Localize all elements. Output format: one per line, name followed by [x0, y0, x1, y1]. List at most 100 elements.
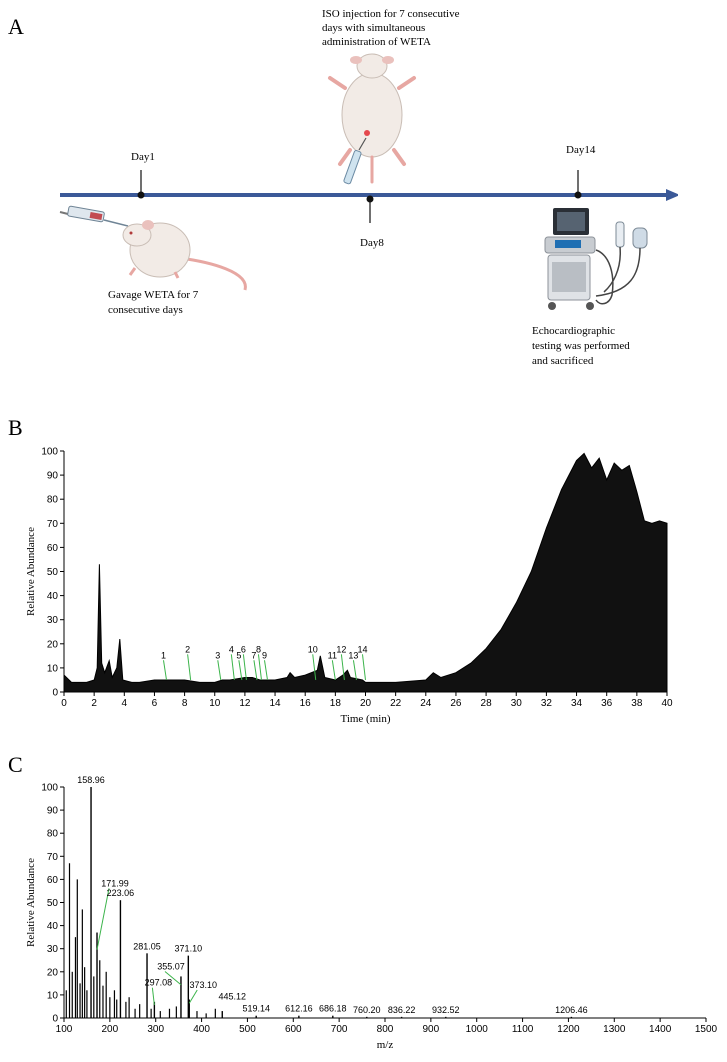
b-x-tick-label: 4	[122, 698, 128, 709]
b-y-tick-label: 40	[47, 591, 59, 602]
b-y-tick-label: 10	[47, 663, 59, 674]
c-x-tick-label: 1100	[512, 1024, 534, 1035]
spectrum-peak-label: 932.52	[432, 1005, 460, 1015]
spectrum-peak-label: 371.10	[175, 944, 203, 954]
b-y-tick-label: 70	[47, 519, 59, 530]
mouse-icon	[122, 220, 247, 291]
day1-label: Day1	[131, 151, 155, 163]
mass-spectrum-chart: 100 200 300 400 500 600 700 800 900 1000 1100 1200 1…	[25, 775, 718, 1051]
spectrum-peak-label: 171.99	[101, 878, 129, 888]
ultrasound-machine-icon	[544, 208, 648, 310]
peak-leader-line	[312, 654, 317, 681]
b-y-tick-label: 80	[47, 495, 59, 506]
spectrum-peak-label: 612.16	[285, 1004, 313, 1014]
spectrum-peak-label: 281.05	[133, 941, 161, 951]
peak-label: 14	[357, 644, 367, 654]
day14-marker	[574, 191, 582, 199]
spectrum-peak-label: 355.07	[157, 961, 185, 971]
b-x-tick-label: 8	[182, 698, 188, 709]
peak-label: 1	[161, 650, 166, 660]
c-y-tick-label: 80	[47, 829, 59, 840]
c-y-tick-label: 90	[47, 806, 59, 817]
b-x-tick-label: 28	[481, 698, 493, 709]
c-x-tick-label: 100	[56, 1024, 73, 1035]
day8-marker	[366, 195, 374, 203]
c-x-tick-label: 600	[285, 1024, 302, 1035]
c-x-tick-label: 1400	[649, 1024, 672, 1035]
peak-label: 2	[185, 644, 190, 654]
c-x-tick-label: 1200	[557, 1024, 580, 1035]
spectrum-peak-label: 686.18	[319, 1004, 347, 1014]
b-x-tick-label: 22	[390, 698, 402, 709]
peak-label: 5	[236, 650, 241, 660]
spectrum-peak-label: 760.20	[353, 1005, 381, 1015]
iso-caption: ISO injection for 7 consecutive days wit…	[322, 8, 462, 48]
c-y-tick-label: 10	[47, 990, 59, 1001]
spectrum-peak-label: 158.96	[77, 775, 105, 785]
peak-label: 12	[336, 644, 346, 654]
peak-label: 6	[241, 644, 246, 654]
peak-leader-line	[257, 654, 262, 681]
gavage-syringe-icon	[59, 205, 129, 227]
b-x-tick-label: 32	[541, 698, 553, 709]
c-x-tick-label: 1300	[603, 1024, 626, 1035]
panel-a-letter: A	[8, 14, 24, 39]
chromatogram-trace	[63, 452, 668, 693]
peak-leader-line	[187, 654, 192, 681]
panel-b-letter: B	[8, 415, 23, 440]
peak-leader-line	[242, 654, 247, 681]
b-x-tick-label: 24	[420, 698, 432, 709]
b-x-tick-label: 36	[601, 698, 613, 709]
spectrum-peak-label: 1206.46	[555, 1005, 588, 1015]
peak-label: 9	[262, 650, 267, 660]
b-y-tick-label: 30	[47, 615, 59, 626]
peak-leader-line	[340, 654, 345, 681]
c-y-tick-label: 20	[47, 967, 59, 978]
b-y-tick-label: 0	[52, 688, 58, 699]
supine-mouse-icon	[328, 53, 416, 185]
b-y-tick-label: 100	[41, 447, 58, 458]
c-x-tick-label: 700	[331, 1024, 348, 1035]
b-y-tick-label: 60	[47, 543, 59, 554]
chromatogram-chart: 0 2 4 6 8 10 12 14 16 18 20 22 24 26 28 30 32 34 36 38 40010…	[25, 447, 673, 726]
b-x-tick-label: 14	[269, 698, 281, 709]
peak-label: 7	[251, 650, 256, 660]
peak-leader-line	[238, 660, 243, 681]
spectrum-peak-label: 223.06	[107, 888, 135, 898]
day8-label: Day8	[360, 237, 384, 249]
b-y-axis-label: Relative Abundance	[25, 527, 37, 616]
b-x-tick-label: 38	[631, 698, 643, 709]
c-y-tick-label: 0	[52, 1014, 58, 1025]
b-x-tick-label: 16	[300, 698, 312, 709]
c-x-tick-label: 1000	[466, 1024, 489, 1035]
peak-leader-line	[264, 660, 268, 681]
peak-label: 8	[256, 644, 261, 654]
peak-leader-line	[331, 660, 336, 681]
b-x-tick-label: 12	[239, 698, 251, 709]
c-y-axis-label: Relative Abundance	[25, 858, 37, 947]
spectrum-leader-line	[164, 971, 182, 986]
b-x-axis-label: Time (min)	[340, 713, 390, 725]
c-y-tick-label: 60	[47, 875, 59, 886]
b-x-tick-label: 18	[330, 698, 342, 709]
b-x-tick-label: 30	[511, 698, 523, 709]
c-x-tick-label: 400	[193, 1024, 210, 1035]
b-x-tick-label: 20	[360, 698, 372, 709]
peak-leader-line	[163, 660, 167, 681]
b-x-tick-label: 34	[571, 698, 583, 709]
c-x-tick-label: 800	[377, 1024, 394, 1035]
echo-caption: Echocardiographic testing was performed …	[532, 325, 633, 367]
c-x-axis-label: m/z	[377, 1039, 394, 1051]
b-x-tick-label: 0	[61, 698, 67, 709]
b-y-tick-label: 20	[47, 639, 59, 650]
spectrum-peak-label: 519.14	[242, 1004, 270, 1014]
spectrum-leader-line	[188, 989, 198, 1004]
gavage-caption: Gavage WETA for 7 consecutive days	[108, 289, 201, 316]
peak-leader-line	[361, 654, 366, 681]
peak-leader-line	[217, 660, 222, 681]
b-x-tick-label: 26	[450, 698, 462, 709]
spectrum-peak-label: 373.10	[189, 980, 217, 990]
peak-label: 10	[308, 644, 318, 654]
c-x-tick-label: 300	[147, 1024, 164, 1035]
